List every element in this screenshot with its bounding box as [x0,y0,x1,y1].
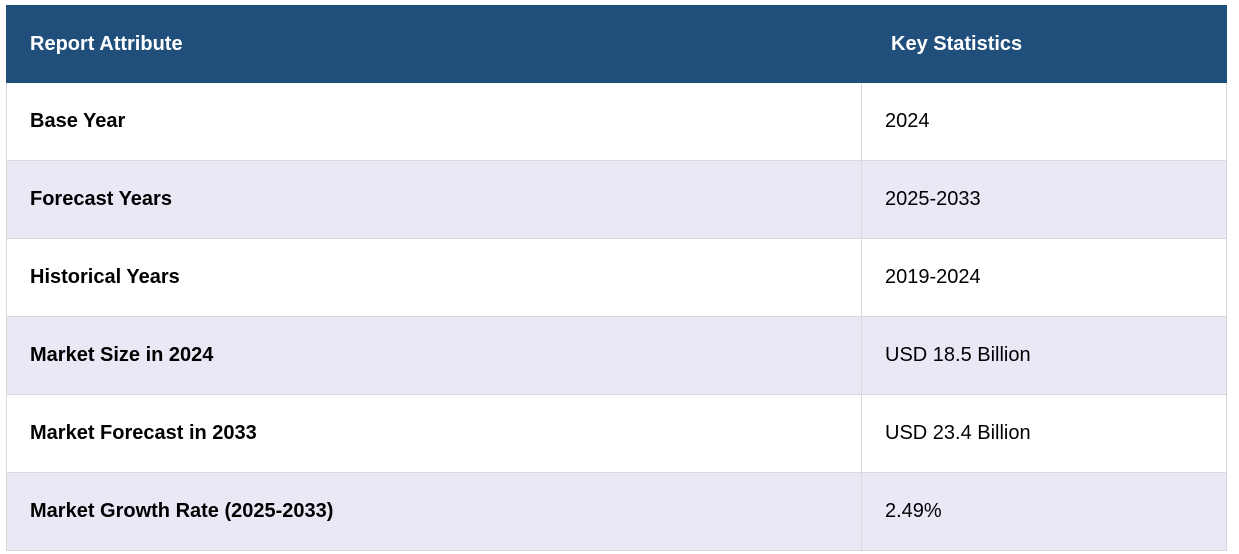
table-body: Base Year 2024 Forecast Years 2025-2033 Hist… [6,82,1227,551]
attribute-cell: Market Size in 2024 [6,316,862,395]
attribute-cell: Market Forecast in 2033 [6,394,862,473]
header-cell: Key Statistics [861,5,1227,83]
table-row: Market Growth Rate (2025-2033) 2.49% [6,472,1227,551]
attribute-cell: Historical Years [6,238,862,317]
value-cell: 2.49% [861,472,1227,551]
table-row: Market Forecast in 2033 USD 23.4 Billion [6,394,1227,473]
table-row: Forecast Years 2025-2033 [6,160,1227,239]
value-cell: 2024 [861,82,1227,161]
value-cell: USD 18.5 Billion [861,316,1227,395]
value-cell: USD 23.4 Billion [861,394,1227,473]
attribute-cell: Base Year [6,82,862,161]
table-row: Market Size in 2024 USD 18.5 Billion [6,316,1227,395]
stats-table: Report Attribute Key Statistics Base Yea… [6,5,1227,551]
value-cell: 2019-2024 [861,238,1227,317]
attribute-cell: Forecast Years [6,160,862,239]
header-cell: Report Attribute [6,5,862,83]
attribute-cell: Market Growth Rate (2025-2033) [6,472,862,551]
value-cell: 2025-2033 [861,160,1227,239]
table-row: Historical Years 2019-2024 [6,238,1227,317]
table-row: Base Year 2024 [6,82,1227,161]
header-row: Report Attribute Key Statistics [6,5,1227,83]
